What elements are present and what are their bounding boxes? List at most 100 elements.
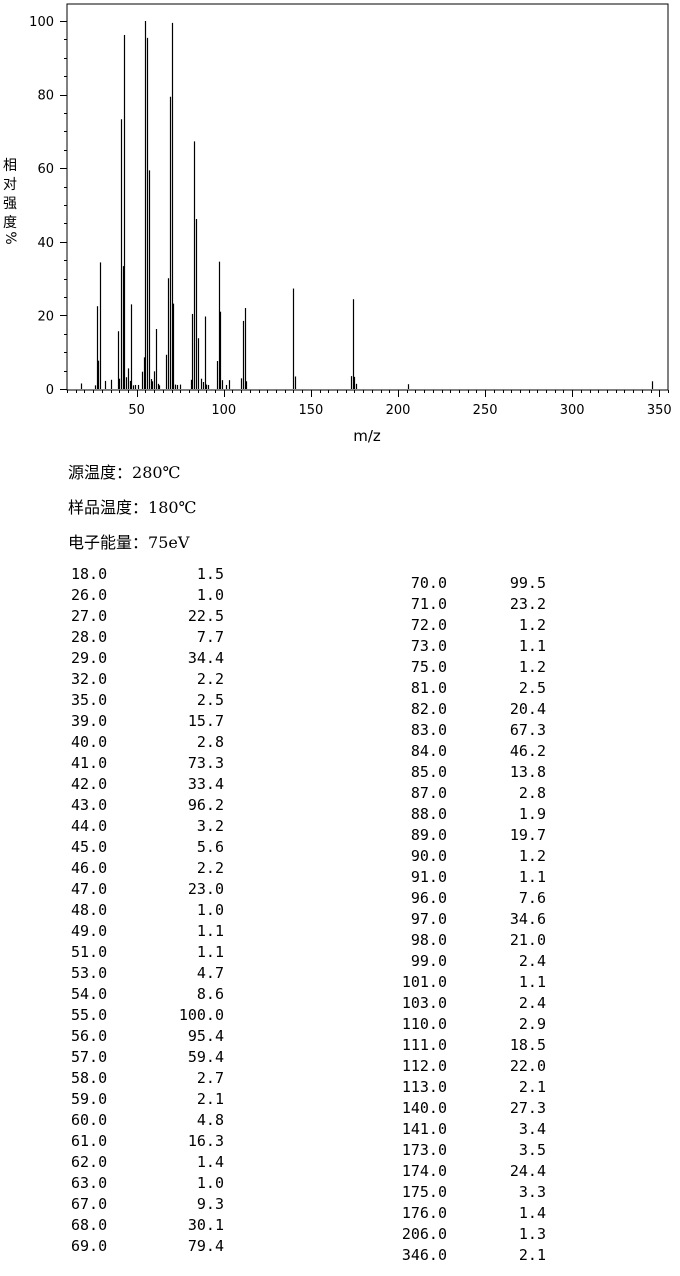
peak-row: 206.0 1.3 — [390, 1224, 560, 1245]
x-axis-ticks: 50 100 150 200 250 300 350 — [67, 390, 672, 418]
peak-abundance: 24.4 — [509, 1162, 546, 1180]
peak-mz: 51.0 — [71, 943, 108, 961]
x-tick-label: 200 — [386, 403, 411, 418]
y-axis-label: 相 对 强 度 % — [2, 158, 18, 245]
peak-row: 174.0 24.4 — [390, 1161, 560, 1182]
peak-abundance: 4.8 — [196, 1111, 224, 1129]
peak-row: 88.0 1.9 — [390, 804, 560, 825]
x-axis-label: m/z — [353, 427, 381, 445]
peak-abundance: 1.2 — [518, 616, 546, 634]
peak-table-right: 70.0 99.5 71.0 23.2 72.0 1.2 73.0 1.1 75.0 1.2 81.… — [390, 573, 560, 1266]
peak-table-left: 18.0 1.5 26.0 1.0 27.0 22.5 28.0 7.7 29.0 34.4 32.… — [71, 564, 231, 1257]
peak-abundance: 8.6 — [196, 985, 224, 1003]
peak-abundance: 2.2 — [196, 670, 224, 688]
peak-mz: 43.0 — [71, 796, 108, 814]
peak-mz: 55.0 — [71, 1006, 108, 1024]
peak-row: 39.0 15.7 — [71, 711, 231, 732]
peak-mz: 68.0 — [71, 1216, 108, 1234]
y-axis-label-char: 度 — [3, 215, 17, 231]
peak-row: 67.0 9.3 — [71, 1194, 231, 1215]
peak-row: 71.0 23.2 — [390, 594, 560, 615]
peak-abundance: 46.2 — [509, 742, 546, 760]
spectrum-bars — [80, 21, 654, 389]
peak-abundance: 4.7 — [196, 964, 224, 982]
y-axis-label-char: 相 — [3, 158, 17, 174]
peak-abundance: 3.3 — [518, 1183, 546, 1201]
peak-row: 57.0 59.4 — [71, 1047, 231, 1068]
peak-mz: 112.0 — [401, 1057, 447, 1075]
peak-abundance: 1.1 — [518, 637, 546, 655]
peak-row: 26.0 1.0 — [71, 585, 231, 606]
peak-abundance: 19.7 — [509, 826, 546, 844]
peak-abundance: 9.3 — [196, 1195, 224, 1213]
peak-row: 61.0 16.3 — [71, 1131, 231, 1152]
x-tick-label: 50 — [128, 403, 145, 418]
peak-row: 141.0 3.4 — [390, 1119, 560, 1140]
peak-row: 110.0 2.9 — [390, 1014, 560, 1035]
peak-abundance: 2.1 — [518, 1246, 546, 1264]
peak-row: 85.0 13.8 — [390, 762, 560, 783]
peak-abundance: 2.5 — [196, 691, 224, 709]
peak-row: 175.0 3.3 — [390, 1182, 560, 1203]
peak-mz: 42.0 — [71, 775, 108, 793]
y-tick-label: 20 — [37, 309, 54, 324]
peak-abundance: 7.6 — [518, 889, 546, 907]
peak-row: 140.0 27.3 — [390, 1098, 560, 1119]
peak-mz: 97.0 — [410, 910, 447, 928]
peak-row: 45.0 5.6 — [71, 837, 231, 858]
peak-abundance: 1.4 — [518, 1204, 546, 1222]
peak-mz: 73.0 — [410, 637, 447, 655]
electron-energy: 电子能量：75eV — [68, 533, 189, 553]
peak-row: 18.0 1.5 — [71, 564, 231, 585]
peak-row: 44.0 3.2 — [71, 816, 231, 837]
peak-row: 97.0 34.6 — [390, 909, 560, 930]
info-label: 样品温度： — [68, 498, 149, 517]
peak-mz: 84.0 — [410, 742, 447, 760]
peak-abundance: 2.4 — [518, 994, 546, 1012]
peak-abundance: 1.1 — [518, 973, 546, 991]
peak-mz: 29.0 — [71, 649, 108, 667]
peak-mz: 26.0 — [71, 586, 108, 604]
peak-abundance: 22.0 — [509, 1057, 546, 1075]
peak-row: 54.0 8.6 — [71, 984, 231, 1005]
peak-mz: 61.0 — [71, 1132, 108, 1150]
peak-mz: 82.0 — [410, 700, 447, 718]
peak-row: 98.0 21.0 — [390, 930, 560, 951]
peak-mz: 103.0 — [401, 994, 447, 1012]
peak-row: 83.0 67.3 — [390, 720, 560, 741]
peak-abundance: 13.8 — [509, 763, 546, 781]
y-tick-label: 100 — [29, 15, 54, 30]
peak-abundance: 1.9 — [518, 805, 546, 823]
peak-mz: 173.0 — [401, 1141, 447, 1159]
peak-row: 103.0 2.4 — [390, 993, 560, 1014]
info-label: 电子能量： — [68, 533, 149, 552]
y-axis-label-char: 强 — [3, 196, 17, 212]
peak-row: 99.0 2.4 — [390, 951, 560, 972]
peak-abundance: 2.8 — [196, 733, 224, 751]
y-tick-label: 0 — [46, 383, 54, 398]
peak-row: 101.0 1.1 — [390, 972, 560, 993]
peak-mz: 53.0 — [71, 964, 108, 982]
peak-abundance: 5.6 — [196, 838, 224, 856]
peak-row: 55.0 100.0 — [71, 1005, 231, 1026]
peak-abundance: 1.1 — [518, 868, 546, 886]
peak-mz: 141.0 — [401, 1120, 447, 1138]
peak-mz: 67.0 — [71, 1195, 108, 1213]
peak-row: 35.0 2.5 — [71, 690, 231, 711]
peak-mz: 346.0 — [401, 1246, 447, 1264]
peak-mz: 206.0 — [401, 1225, 447, 1243]
peak-row: 89.0 19.7 — [390, 825, 560, 846]
peak-row: 81.0 2.5 — [390, 678, 560, 699]
peak-abundance: 100.0 — [178, 1006, 224, 1024]
peak-mz: 32.0 — [71, 670, 108, 688]
peak-abundance: 3.2 — [196, 817, 224, 835]
peak-abundance: 3.5 — [518, 1141, 546, 1159]
y-axis-label-char: 对 — [3, 177, 17, 193]
x-tick-label: 150 — [298, 403, 323, 418]
peak-row: 51.0 1.1 — [71, 942, 231, 963]
peak-abundance: 15.7 — [187, 712, 224, 730]
peak-row: 29.0 34.4 — [71, 648, 231, 669]
peak-row: 73.0 1.1 — [390, 636, 560, 657]
peak-abundance: 96.2 — [187, 796, 224, 814]
peak-row: 75.0 1.2 — [390, 657, 560, 678]
